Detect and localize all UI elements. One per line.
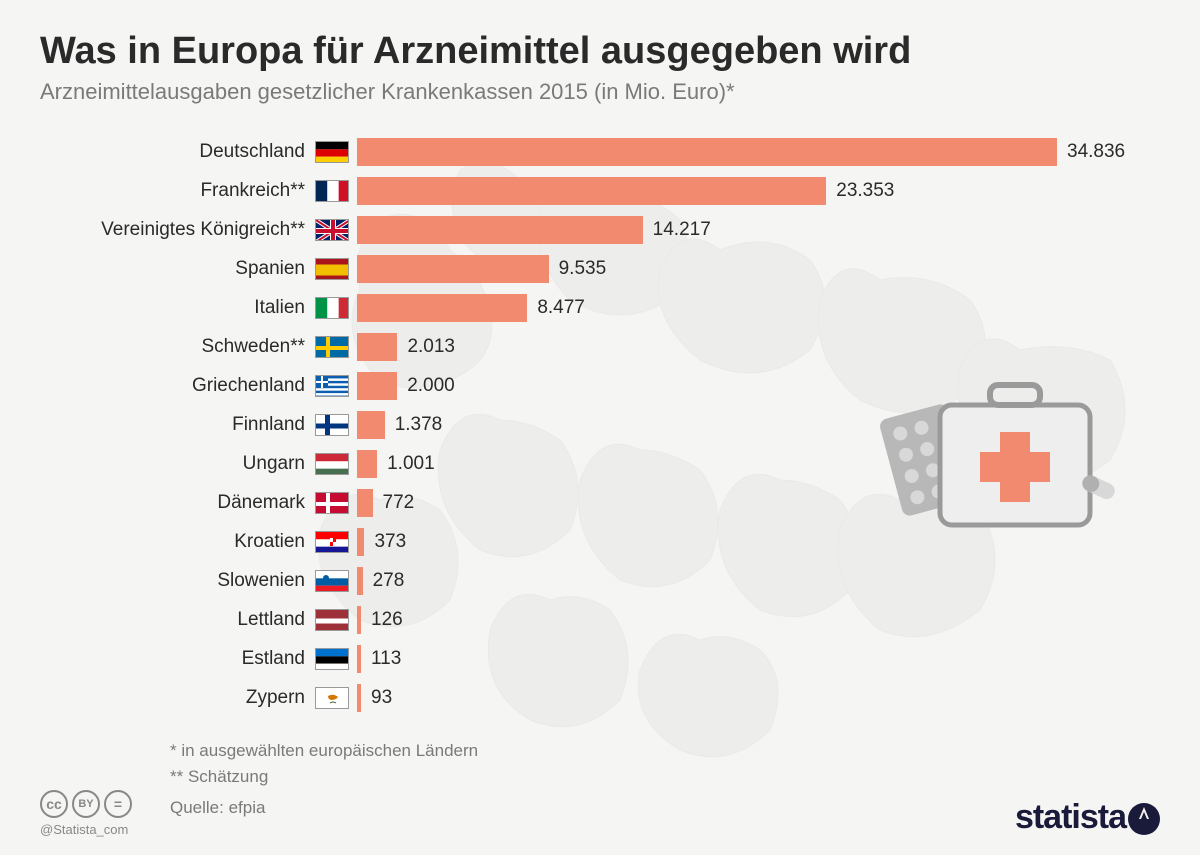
flag-icon	[315, 297, 349, 319]
country-label: Deutschland	[40, 141, 315, 163]
bar-value: 1.001	[387, 453, 435, 475]
twitter-handle: @Statista_com	[40, 822, 128, 837]
flag-icon	[315, 609, 349, 631]
flag-icon	[315, 141, 349, 163]
bar	[357, 450, 377, 478]
flag-icon	[315, 453, 349, 475]
country-label: Lettland	[40, 609, 315, 631]
bar-value: 373	[374, 531, 406, 553]
country-label: Spanien	[40, 258, 315, 280]
country-label: Ungarn	[40, 453, 315, 475]
flag-icon	[315, 219, 349, 241]
country-label: Italien	[40, 297, 315, 319]
bar-value: 1.378	[395, 414, 443, 436]
bar	[357, 606, 361, 634]
flag-icon	[315, 180, 349, 202]
bar	[357, 177, 826, 205]
bar-row: Lettland 126	[40, 601, 1160, 638]
bar-row: Frankreich** 23.353	[40, 172, 1160, 209]
bar-row: Finnland 1.378	[40, 406, 1160, 443]
country-label: Griechenland	[40, 375, 315, 397]
bar-row: Griechenland 2.000	[40, 367, 1160, 404]
bar	[357, 645, 361, 673]
flag-icon	[315, 258, 349, 280]
country-label: Finnland	[40, 414, 315, 436]
by-icon: BY	[72, 790, 100, 818]
bar	[357, 294, 527, 322]
bar-value: 9.535	[559, 258, 607, 280]
bar-row: Dänemark 772	[40, 484, 1160, 521]
footnote-2: ** Schätzung	[170, 764, 1160, 790]
bar	[357, 684, 361, 712]
flag-icon	[315, 336, 349, 358]
country-label: Frankreich**	[40, 180, 315, 202]
license-block: cc BY = @Statista_com	[40, 790, 132, 837]
bar-row: Estland 113	[40, 640, 1160, 677]
flag-icon	[315, 492, 349, 514]
bar-row: Schweden** 2.013	[40, 328, 1160, 365]
bar	[357, 255, 549, 283]
cc-icon: cc	[40, 790, 68, 818]
flag-icon	[315, 648, 349, 670]
statista-logo: statista	[1015, 798, 1160, 837]
bar-value: 772	[383, 492, 415, 514]
bar-row: Deutschland 34.836	[40, 133, 1160, 170]
bar-value: 14.217	[653, 219, 711, 241]
bar-value: 34.836	[1067, 141, 1125, 163]
bar-value: 23.353	[836, 180, 894, 202]
bar-value: 8.477	[537, 297, 585, 319]
bar-row: Vereinigtes Königreich** 14.217	[40, 211, 1160, 248]
flag-icon	[315, 375, 349, 397]
country-label: Zypern	[40, 687, 315, 709]
country-label: Kroatien	[40, 531, 315, 553]
chart-title: Was in Europa für Arzneimittel ausgegebe…	[40, 30, 1160, 73]
bar	[357, 333, 397, 361]
bar-row: Slowenien 278	[40, 562, 1160, 599]
country-label: Vereinigtes Königreich**	[40, 219, 315, 241]
flag-icon	[315, 687, 349, 709]
bar-value: 278	[373, 570, 405, 592]
bar	[357, 489, 373, 517]
bar-value: 93	[371, 687, 392, 709]
bar-row: Kroatien 373	[40, 523, 1160, 560]
bar-chart: Deutschland 34.836 Frankreich** 23.353 Verei…	[40, 133, 1160, 716]
flag-icon	[315, 570, 349, 592]
bar-row: Ungarn 1.001	[40, 445, 1160, 482]
flag-icon	[315, 414, 349, 436]
flag-icon	[315, 531, 349, 553]
bar-row: Italien 8.477	[40, 289, 1160, 326]
footnote-1: * in ausgewählten europäischen Ländern	[170, 738, 1160, 764]
bar-row: Spanien 9.535	[40, 250, 1160, 287]
bar	[357, 528, 364, 556]
country-label: Slowenien	[40, 570, 315, 592]
bar-value: 126	[371, 609, 403, 631]
bar-row: Zypern 93	[40, 679, 1160, 716]
bar-value: 113	[371, 648, 401, 670]
country-label: Estland	[40, 648, 315, 670]
bar	[357, 567, 363, 595]
bar-value: 2.000	[407, 375, 455, 397]
bar	[357, 372, 397, 400]
bar	[357, 138, 1057, 166]
nd-icon: =	[104, 790, 132, 818]
country-label: Dänemark	[40, 492, 315, 514]
bar	[357, 411, 385, 439]
country-label: Schweden**	[40, 336, 315, 358]
bar	[357, 216, 643, 244]
bar-value: 2.013	[407, 336, 455, 358]
chart-subtitle: Arzneimittelausgaben gesetzlicher Kranke…	[40, 79, 1160, 105]
